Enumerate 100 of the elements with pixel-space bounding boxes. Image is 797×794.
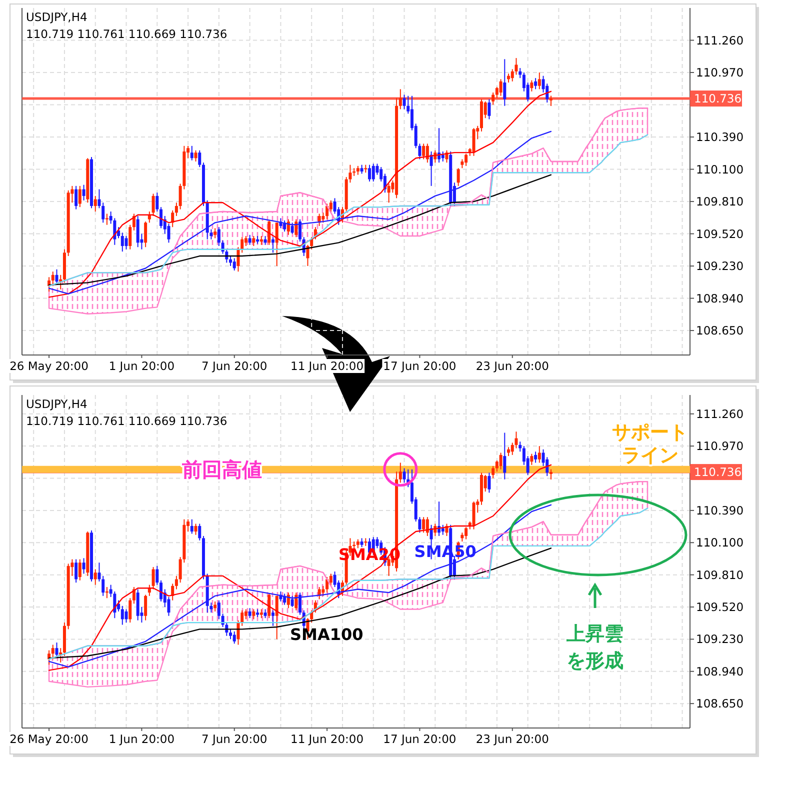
- y-tick-label: 108.940: [696, 664, 744, 678]
- candlestick: [105, 586, 108, 599]
- x-tick-label: 26 May 20:00: [10, 359, 88, 373]
- candlestick: [214, 228, 217, 239]
- candlestick: [290, 222, 294, 234]
- y-tick-label: 109.230: [696, 259, 744, 274]
- candlestick: [275, 595, 278, 640]
- candlestick: [329, 200, 332, 214]
- x-tick-label: 11 Jun 20:00: [290, 732, 364, 746]
- y-tick-label: 108.650: [696, 696, 744, 711]
- candlestick: [105, 213, 108, 226]
- y-tick-label: 110.100: [696, 536, 744, 550]
- candlestick: [503, 58, 506, 106]
- x-tick-label: 7 Jun 20:00: [201, 359, 268, 373]
- candlestick: [198, 523, 202, 541]
- y-tick-label: 110.390: [696, 130, 744, 144]
- candlestick: [472, 128, 476, 156]
- x-tick-label: 1 Jun 20:00: [108, 732, 175, 746]
- candlestick: [148, 211, 151, 224]
- candlestick: [128, 224, 132, 250]
- text: 110.719 110.761 110.669 110.736: [26, 27, 228, 41]
- candlestick: [538, 446, 541, 464]
- candlestick: [156, 192, 159, 212]
- candlestick: [128, 598, 132, 624]
- candlestick: [190, 145, 194, 161]
- y-tick-label: 109.230: [696, 632, 744, 646]
- y-tick-label: 108.650: [696, 324, 744, 338]
- candlestick: [240, 236, 244, 254]
- candlestick: [152, 566, 155, 590]
- candlestick: [464, 153, 468, 166]
- candlestick: [499, 78, 502, 96]
- x-tick-label: 17 Jun 20:00: [383, 359, 456, 373]
- candlestick: [194, 523, 198, 536]
- candlestick: [236, 246, 240, 272]
- x-tick-label: 11 Jun 20:00: [290, 359, 364, 373]
- candlestick: [232, 630, 236, 644]
- x-tick-label: 17 Jun 20:00: [383, 732, 456, 746]
- candlestick: [290, 595, 294, 608]
- candlestick: [271, 610, 274, 626]
- candlestick: [426, 143, 429, 164]
- candlestick: [194, 150, 198, 162]
- ref-line-label: 110.736: [694, 465, 742, 480]
- candlestick: [248, 608, 252, 619]
- candlestick: [268, 593, 271, 619]
- candlestick: [252, 235, 256, 247]
- candlestick: [352, 168, 356, 176]
- candlestick: [441, 150, 444, 162]
- candlestick: [102, 575, 105, 596]
- annotation: 上昇雲を形成: [566, 623, 624, 672]
- candlestick: [472, 501, 476, 530]
- candlestick: [190, 518, 194, 534]
- candlestick: [229, 256, 232, 267]
- candlestick: [456, 168, 460, 186]
- y-tick-label: 111.260: [696, 33, 744, 48]
- candlestick: [120, 605, 124, 626]
- candlestick: [398, 462, 402, 484]
- candlestick: [530, 453, 534, 466]
- candlestick: [78, 558, 82, 581]
- candlestick: [174, 202, 178, 216]
- candlestick: [160, 206, 163, 229]
- candlestick: [376, 163, 379, 176]
- candlestick: [364, 538, 368, 546]
- candlestick: [148, 584, 151, 596]
- candlestick: [51, 271, 54, 287]
- candlestick: [372, 163, 375, 182]
- candlestick: [55, 642, 58, 659]
- candlestick: [518, 68, 522, 79]
- candlestick: [55, 268, 58, 286]
- candlestick: [229, 628, 232, 640]
- chart-title: USDJPY,H4: [26, 10, 88, 24]
- x-tick-label: 23 Jun 20:00: [476, 359, 549, 373]
- candlestick: [124, 608, 128, 624]
- candlestick: [98, 188, 101, 209]
- candlestick: [94, 195, 97, 212]
- x-tick-label: 26 May 20:00: [10, 732, 88, 746]
- candlestick: [51, 644, 54, 660]
- candlestick: [174, 575, 178, 590]
- candlestick: [368, 164, 372, 182]
- candlestick: [160, 580, 163, 602]
- candlestick: [74, 185, 78, 210]
- candlestick: [503, 432, 506, 480]
- candlestick: [534, 78, 538, 90]
- y-tick-label: 110.970: [696, 66, 744, 80]
- candlestick: [549, 95, 552, 106]
- line-series: [48, 504, 552, 668]
- candlestick: [240, 610, 244, 626]
- candlestick: [294, 218, 298, 238]
- candlestick: [402, 94, 406, 110]
- candlestick: [488, 472, 491, 494]
- chart-title: USDJPY,H4: [26, 397, 88, 411]
- candlestick: [156, 565, 159, 586]
- candlestick: [271, 236, 274, 254]
- candlestick: [198, 150, 202, 168]
- candlestick: [248, 234, 252, 246]
- x-tick-label: 23 Jun 20:00: [476, 732, 549, 746]
- candlestick: [94, 568, 97, 586]
- y-tick-label: 110.100: [696, 162, 744, 176]
- y-tick-label: 108.940: [696, 291, 744, 306]
- candlestick: [387, 183, 390, 204]
- candlestick: [422, 516, 426, 534]
